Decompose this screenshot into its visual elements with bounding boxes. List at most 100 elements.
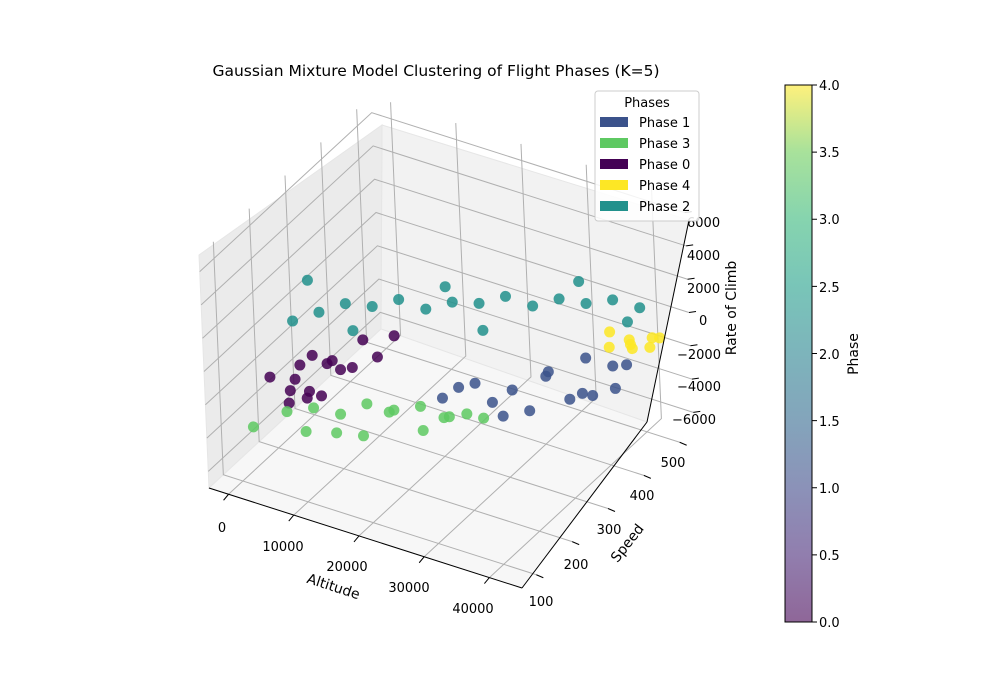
x-tick-mark — [484, 577, 490, 584]
scatter-point — [335, 408, 347, 420]
scatter-point — [506, 384, 518, 396]
scatter-point — [371, 351, 383, 363]
colorbar-tick-label: 3.5 — [819, 146, 840, 161]
grid-line-y — [212, 241, 537, 576]
scatter-point — [580, 298, 592, 310]
scatter-point — [553, 293, 565, 305]
scatter-point — [499, 290, 511, 302]
y-tick-label: 400 — [630, 489, 655, 504]
z-tick-label: 4000 — [687, 249, 720, 264]
legend-title: Phases — [624, 96, 670, 111]
y-tick-mark — [607, 508, 616, 512]
scatter-point — [289, 373, 301, 385]
z-tick-label: 2000 — [687, 282, 720, 297]
scatter-point — [247, 421, 259, 433]
legend-swatch — [600, 138, 628, 148]
colorbar-tick-label: 4.0 — [819, 79, 840, 94]
y-tick-mark — [571, 541, 580, 546]
scatter-point — [564, 393, 576, 405]
scatter-point — [331, 427, 343, 439]
scatter-point — [469, 377, 481, 389]
z-tick-mark — [693, 410, 701, 413]
scatter-point — [607, 294, 619, 306]
legend-swatch — [600, 159, 628, 169]
colorbar: 0.0 0.5 1.0 1.5 2.0 2.5 3.0 3.5 4.0 Phas… — [784, 79, 862, 631]
grid-line-z — [199, 112, 685, 273]
x-tick-label: 10000 — [262, 540, 303, 555]
scatter-point — [335, 364, 347, 376]
scatter-point — [283, 397, 295, 409]
scatter-point — [287, 315, 299, 327]
colorbar-gradient — [784, 84, 813, 623]
z-tick-label: −6000 — [672, 413, 716, 428]
colorbar-label: Phase — [846, 333, 862, 375]
z-tick-mark — [690, 344, 698, 347]
x-tick-mark — [223, 493, 229, 501]
scatter-point — [540, 370, 552, 382]
scatter-point — [446, 296, 458, 308]
scatter-point — [383, 406, 395, 418]
grid-line-x — [228, 102, 402, 495]
z-tick-label: −2000 — [677, 348, 721, 363]
scatter-point — [321, 358, 333, 370]
grid-line-z — [207, 311, 694, 472]
colorbar-tick-label: 1.5 — [819, 415, 840, 430]
grid-line-y — [284, 175, 609, 509]
scatter-point — [361, 398, 373, 410]
scatter-point — [358, 430, 370, 442]
z-axis-label: Rate of Climb — [724, 261, 740, 356]
scatter-point — [443, 411, 455, 423]
axis-ticks — [223, 211, 701, 584]
legend-swatch — [600, 117, 628, 127]
scatter-point — [300, 426, 312, 438]
scatter-point — [417, 424, 429, 436]
x-tick-mark — [353, 535, 360, 543]
scatter-point — [654, 332, 666, 344]
scatter-point — [573, 275, 585, 287]
scatter-point — [524, 405, 536, 417]
colorbar-tick-label: 2.0 — [819, 348, 840, 363]
scatter-point — [461, 408, 473, 420]
colorbar-tick-label: 2.5 — [819, 281, 840, 296]
colorbar-tick-label: 3.0 — [819, 213, 840, 228]
grid-line-x — [489, 185, 662, 578]
y-axis-line — [521, 421, 648, 589]
y-tick-label: 500 — [661, 456, 686, 471]
scatter-points — [247, 274, 666, 442]
scatter-point — [414, 400, 426, 412]
z-tick-label: −4000 — [677, 380, 721, 395]
colorbar-tick-label: 0.0 — [819, 616, 840, 631]
grid-line-z — [202, 178, 688, 339]
z-tick-mark — [687, 277, 695, 280]
z-tick-mark — [686, 244, 694, 247]
colorbar-tick-label: 0.5 — [819, 549, 840, 564]
z-tick-label: 0 — [699, 314, 707, 329]
scatter-point — [436, 392, 448, 404]
x-tick-label: 20000 — [326, 560, 367, 575]
scatter-point — [576, 387, 588, 399]
scatter-point — [316, 390, 328, 402]
legend-label: Phase 3 — [639, 137, 690, 152]
scatter-point — [339, 298, 351, 310]
z-axis-line — [646, 219, 690, 423]
y-tick-label: 100 — [529, 595, 554, 610]
x-tick-label: 40000 — [452, 602, 493, 617]
legend-label: Phase 1 — [639, 116, 690, 131]
y-tick-mark — [679, 441, 687, 446]
scatter-point — [607, 360, 619, 372]
scatter-point — [347, 325, 359, 337]
scatter-point — [453, 381, 465, 393]
scatter-point — [477, 324, 489, 336]
scatter-point — [366, 301, 378, 313]
grid-line-x — [358, 143, 532, 537]
scatter-point — [497, 410, 509, 422]
legend-label: Phase 0 — [639, 158, 690, 173]
scatter-point — [393, 294, 405, 306]
grid-line-z — [205, 245, 691, 406]
scatter-point — [306, 349, 318, 361]
x-axis-line — [208, 487, 523, 589]
x-axis-label: Altitude — [305, 571, 362, 603]
scatter-point — [621, 359, 633, 371]
legend-label: Phase 4 — [639, 179, 690, 194]
